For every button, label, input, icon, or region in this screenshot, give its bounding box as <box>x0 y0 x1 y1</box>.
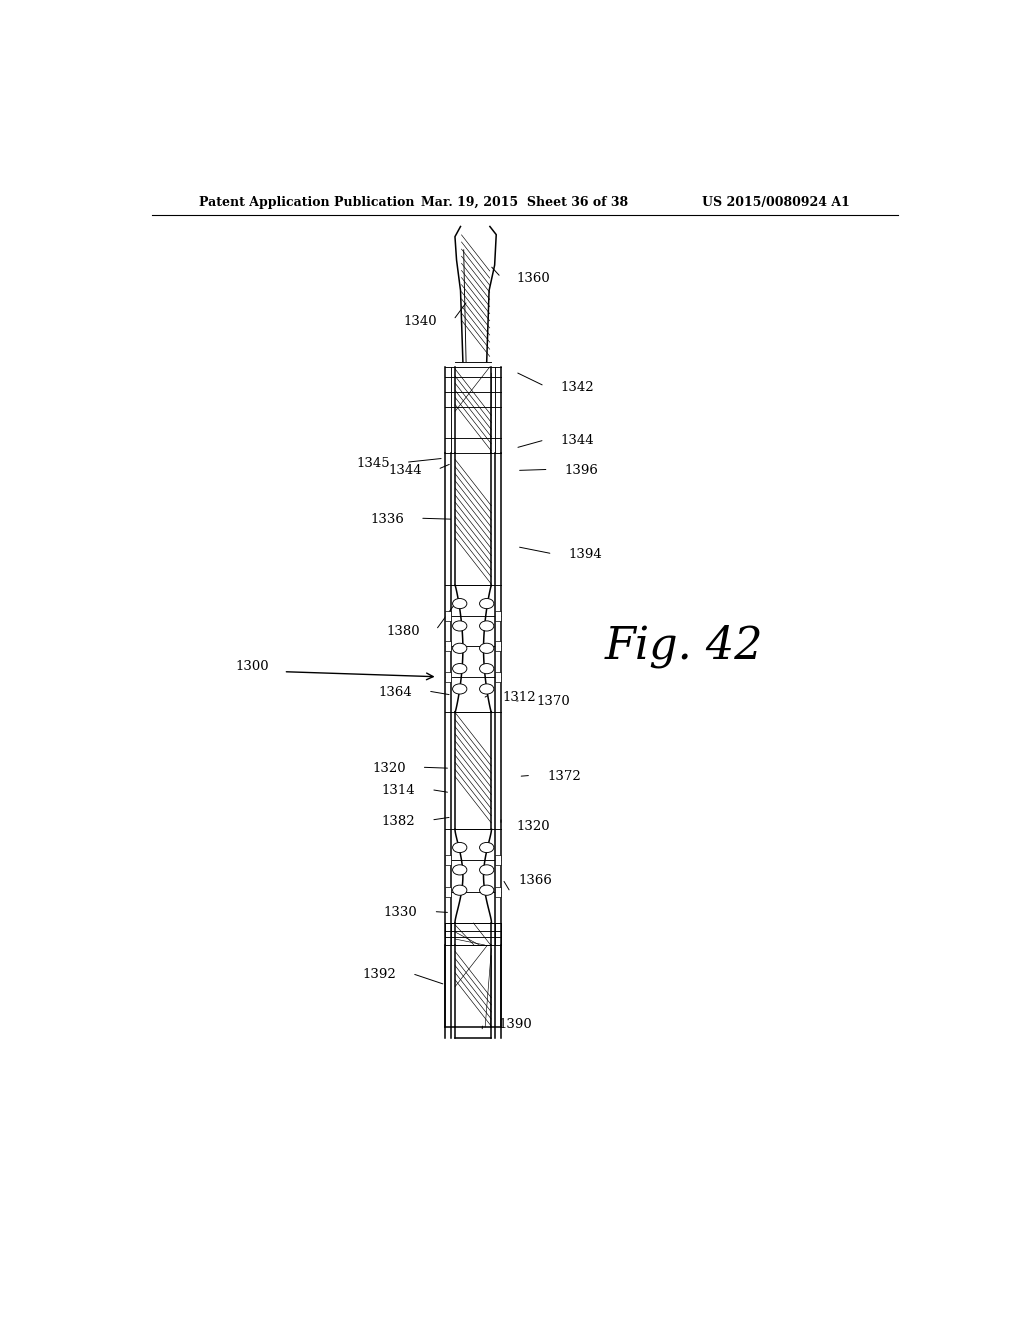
Text: 1320: 1320 <box>372 762 406 775</box>
Ellipse shape <box>479 684 494 694</box>
Ellipse shape <box>479 620 494 631</box>
Bar <box>445 642 451 651</box>
Ellipse shape <box>453 842 467 853</box>
Text: Fig. 42: Fig. 42 <box>604 624 763 668</box>
Bar <box>445 854 451 865</box>
Text: 1340: 1340 <box>403 314 437 327</box>
Text: 1344: 1344 <box>388 463 422 477</box>
Bar <box>445 611 451 620</box>
Text: 1344: 1344 <box>560 434 594 447</box>
Text: 1342: 1342 <box>560 380 594 393</box>
Ellipse shape <box>453 620 467 631</box>
Bar <box>496 854 501 865</box>
Bar <box>496 887 501 898</box>
Ellipse shape <box>479 865 494 875</box>
Bar <box>496 672 501 682</box>
Bar <box>445 672 451 682</box>
Ellipse shape <box>479 643 494 653</box>
Text: 1345: 1345 <box>356 457 390 470</box>
Text: 1364: 1364 <box>378 685 412 698</box>
Text: 1300: 1300 <box>236 660 269 673</box>
Text: 1380: 1380 <box>386 624 420 638</box>
Ellipse shape <box>479 598 494 609</box>
Ellipse shape <box>479 842 494 853</box>
Ellipse shape <box>453 865 467 875</box>
Ellipse shape <box>453 664 467 673</box>
Text: Mar. 19, 2015  Sheet 36 of 38: Mar. 19, 2015 Sheet 36 of 38 <box>421 195 629 209</box>
Bar <box>445 887 451 898</box>
Text: 1382: 1382 <box>382 814 416 828</box>
Text: 1372: 1372 <box>547 770 581 783</box>
Text: 1330: 1330 <box>384 906 418 919</box>
Text: US 2015/0080924 A1: US 2015/0080924 A1 <box>702 195 850 209</box>
Text: 1314: 1314 <box>382 784 416 797</box>
Text: 1396: 1396 <box>564 463 598 477</box>
Text: 1370: 1370 <box>537 694 570 708</box>
Ellipse shape <box>479 886 494 895</box>
Text: 1320: 1320 <box>517 820 551 833</box>
Ellipse shape <box>453 886 467 895</box>
Ellipse shape <box>453 598 467 609</box>
Text: 1360: 1360 <box>517 272 551 285</box>
Text: Patent Application Publication: Patent Application Publication <box>200 195 415 209</box>
Text: 1390: 1390 <box>499 1018 532 1031</box>
Bar <box>496 642 501 651</box>
Ellipse shape <box>453 643 467 653</box>
Text: 1366: 1366 <box>518 874 552 887</box>
Text: 1336: 1336 <box>371 512 404 525</box>
Ellipse shape <box>453 684 467 694</box>
Text: 1392: 1392 <box>362 968 396 981</box>
Bar <box>496 611 501 620</box>
Ellipse shape <box>479 664 494 673</box>
Text: 1312: 1312 <box>503 690 537 704</box>
Text: 1394: 1394 <box>568 548 602 561</box>
